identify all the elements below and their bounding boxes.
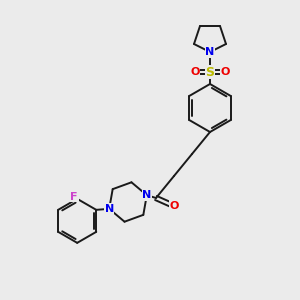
Text: N: N xyxy=(105,204,114,214)
Text: O: O xyxy=(169,201,179,211)
Text: N: N xyxy=(142,190,152,200)
Text: O: O xyxy=(190,67,200,77)
Text: S: S xyxy=(206,65,214,79)
Text: O: O xyxy=(220,67,230,77)
Text: N: N xyxy=(206,47,214,57)
Text: F: F xyxy=(70,192,78,202)
